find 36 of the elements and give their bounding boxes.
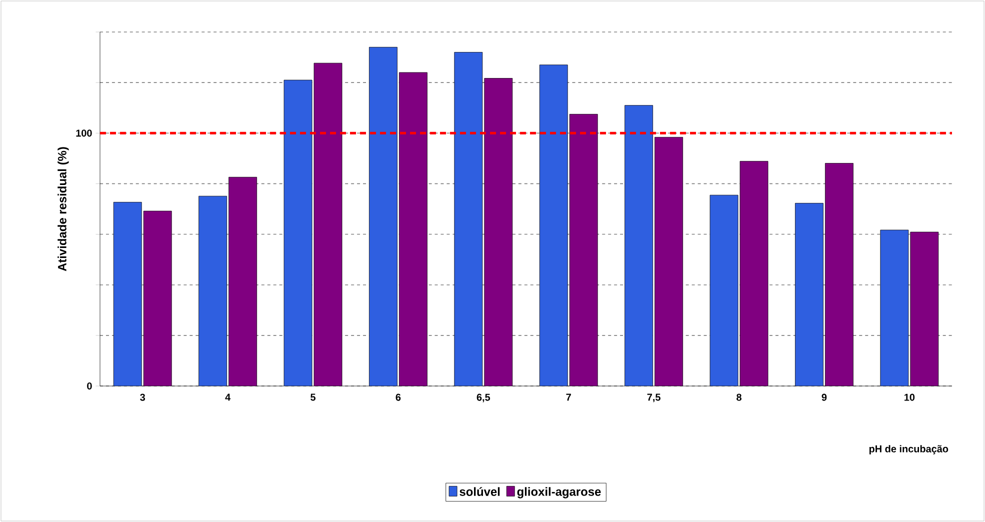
bar xyxy=(284,80,312,386)
x-tick-label: 6 xyxy=(396,394,401,401)
bar xyxy=(624,105,653,386)
x-axis-title: pH de incubação xyxy=(869,445,948,454)
bar xyxy=(144,211,172,386)
bar xyxy=(654,137,683,386)
bar xyxy=(795,203,824,386)
y-tick-label: 0 xyxy=(87,382,92,390)
bar xyxy=(399,72,428,386)
x-tick-label: 7,5 xyxy=(647,394,660,402)
bar xyxy=(710,195,738,386)
y-tick-label: 100 xyxy=(76,130,92,137)
bar xyxy=(114,202,142,386)
bar xyxy=(570,114,598,386)
bar xyxy=(454,52,482,386)
bar xyxy=(369,47,398,386)
x-tick-label: 9 xyxy=(822,394,827,401)
bar xyxy=(314,63,342,386)
x-tick-label: 5 xyxy=(310,394,316,401)
y-axis-title: Atividade residual (%) xyxy=(58,147,69,272)
x-tick-label: 10 xyxy=(904,394,915,401)
bar xyxy=(228,177,257,386)
bar xyxy=(880,230,909,386)
legend-label: solúvel xyxy=(460,487,500,496)
bar xyxy=(484,78,512,386)
bar xyxy=(910,232,939,386)
bar xyxy=(540,64,568,386)
x-tick-label: 4 xyxy=(225,394,231,401)
bar xyxy=(198,196,227,386)
bar xyxy=(825,163,854,386)
x-tick-label: 7 xyxy=(566,394,571,401)
x-tick-label: 8 xyxy=(736,394,742,401)
x-tick-label: 6,5 xyxy=(476,394,490,402)
x-tick-label: 3 xyxy=(140,394,146,401)
bar xyxy=(740,161,768,386)
legend-label: glioxil-agarose xyxy=(517,487,601,498)
